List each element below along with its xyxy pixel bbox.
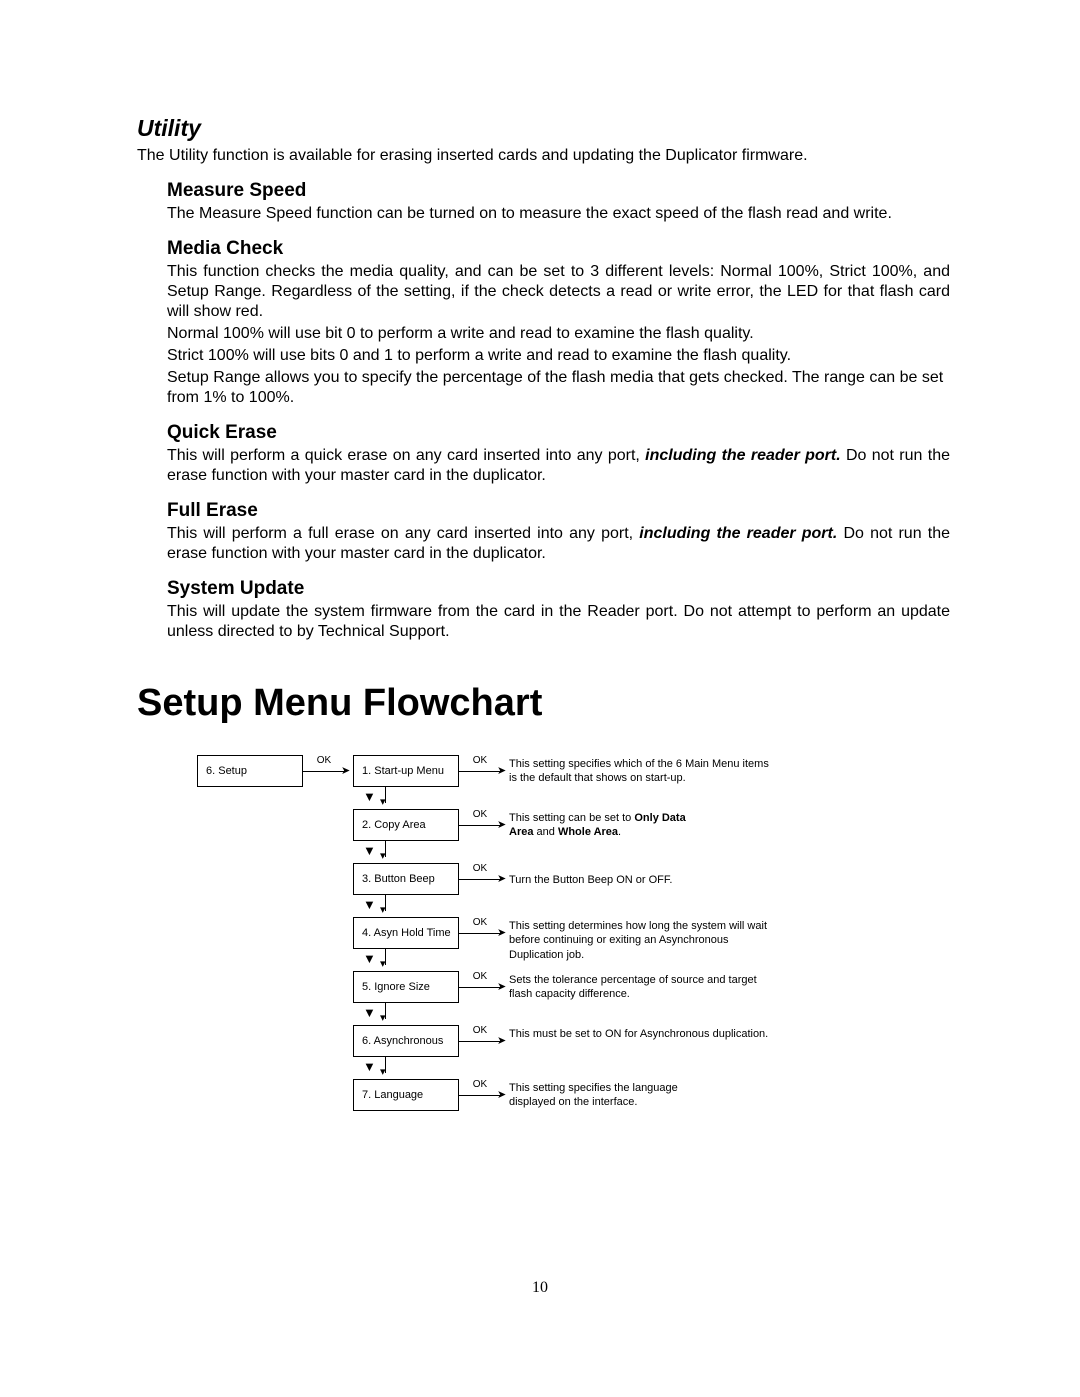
flow-connector-down: ▼ ▾ [353,1003,459,1025]
media-check-line2: Strict 100% will use bits 0 and 1 to per… [167,346,950,366]
flow-connector-right: OK ➤ [459,809,509,841]
flow-connector-right: OK ➤ [459,755,509,787]
flow-connector-down: ▼ ▾ [353,787,459,809]
quick-erase-body: This will perform a quick erase on any c… [167,446,950,486]
flow-box-setup: 6. Setup [197,755,303,787]
down-triangle-icon: ▼ [363,789,376,804]
flow-box-item: 5. Ignore Size [353,971,459,1003]
flow-connector-right: OK ➤ [459,1079,509,1111]
flow-row: 6. Asynchronous ▼ ▾ OK ➤ This must be se… [197,1025,950,1079]
flow-connector-right: OK ➤ [459,971,509,1003]
section-full-erase: Full Erase This will perform a full eras… [167,500,950,564]
arrow-down-icon: ▾ [380,797,386,808]
quick-erase-heading: Quick Erase [167,422,950,444]
flow-desc: This must be set to ON for Asynchronous … [509,1025,768,1041]
ok-label: OK [459,1025,501,1036]
down-triangle-icon: ▼ [363,951,376,966]
arrow-down-icon: ▾ [380,1013,386,1024]
arrow-down-icon: ▾ [380,1067,386,1078]
section-quick-erase: Quick Erase This will perform a quick er… [167,422,950,486]
flow-desc: This setting determines how long the sys… [509,917,779,962]
flow-box-item: 4. Asyn Hold Time [353,917,459,949]
media-check-heading: Media Check [167,238,950,260]
ok-label: OK [459,917,501,928]
full-erase-pre: This will perform a full erase on any ca… [167,525,639,542]
arrow-down-icon: ▾ [380,905,386,916]
arrow-down-icon: ▾ [380,959,386,970]
full-erase-body: This will perform a full erase on any ca… [167,524,950,564]
ok-label: OK [303,755,345,766]
arrow-right-icon: ➤ [497,928,506,939]
arrow-right-icon: ➤ [497,820,506,831]
page-number: 10 [0,1279,1080,1297]
measure-speed-body: The Measure Speed function can be turned… [167,204,950,224]
flow-desc: Turn the Button Beep ON or OFF. [509,863,672,887]
arrow-right-icon: ➤ [341,766,350,777]
flow-row: 4. Asyn Hold Time ▼ ▾ OK ➤ This setting … [197,917,950,971]
flow-desc: This setting can be set to Only Data Are… [509,809,689,840]
flow-connector-down: ▼ ▾ [353,841,459,863]
arrow-down-icon: ▾ [380,851,386,862]
arrow-right-icon: ➤ [497,766,506,777]
ok-label: OK [459,863,501,874]
flow-connector-right: OK ➤ [459,863,509,895]
flow-connector-down: ▼ ▾ [353,895,459,917]
quick-erase-emph: including the reader port. [645,447,841,464]
ok-label: OK [459,971,501,982]
ok-label: OK [459,1079,501,1090]
media-check-body: This function checks the media quality, … [167,262,950,322]
section-media-check: Media Check This function checks the med… [167,238,950,408]
system-update-body: This will update the system firmware fro… [167,602,950,642]
flow-row: 6. Setup OK ➤ 1. Start-up Menu ▼ ▾ OK ➤ [197,755,950,809]
flowchart-heading: Setup Menu Flowchart [137,682,950,725]
arrow-right-icon: ➤ [497,1036,506,1047]
flow-row: 5. Ignore Size ▼ ▾ OK ➤ Sets the toleran… [197,971,950,1025]
flow-desc: This setting specifies which of the 6 Ma… [509,755,779,786]
flow-row: 7. Language OK ➤ This setting specifies … [197,1079,950,1111]
measure-speed-heading: Measure Speed [167,180,950,202]
flow-box-item: 1. Start-up Menu [353,755,459,787]
page: Utility The Utility function is availabl… [0,0,1080,1397]
ok-label: OK [459,809,501,820]
flow-connector-right: OK ➤ [303,755,353,787]
section-measure-speed: Measure Speed The Measure Speed function… [167,180,950,224]
utility-heading: Utility [137,115,950,142]
media-check-line3: Setup Range allows you to specify the pe… [167,368,950,408]
full-erase-heading: Full Erase [167,500,950,522]
full-erase-emph: including the reader port. [639,525,837,542]
flow-connector-right: OK ➤ [459,917,509,949]
flow-connector-down: ▼ ▾ [353,949,459,971]
down-triangle-icon: ▼ [363,1059,376,1074]
flow-box-item: 6. Asynchronous [353,1025,459,1057]
flow-desc: This setting specifies the language disp… [509,1079,699,1110]
section-system-update: System Update This will update the syste… [167,578,950,642]
down-triangle-icon: ▼ [363,843,376,858]
flow-right-col: OK ➤ This setting specifies which of the… [459,755,779,787]
flow-box-item: 2. Copy Area [353,809,459,841]
ok-label: OK [459,755,501,766]
flow-box-item: 7. Language [353,1079,459,1111]
down-triangle-icon: ▼ [363,897,376,912]
arrow-right-icon: ➤ [497,874,506,885]
flow-root-col: 6. Setup OK ➤ [197,755,353,787]
flow-box-item: 3. Button Beep [353,863,459,895]
flow-connector-right: OK ➤ [459,1025,509,1057]
flow-row: 2. Copy Area ▼ ▾ OK ➤ This setting can b… [197,809,950,863]
flow-mid-col: 1. Start-up Menu ▼ ▾ [353,755,459,809]
down-triangle-icon: ▼ [363,1005,376,1020]
flow-connector-down: ▼ ▾ [353,1057,459,1079]
arrow-right-icon: ➤ [497,982,506,993]
flow-desc: Sets the tolerance percentage of source … [509,971,779,1002]
arrow-right-icon: ➤ [497,1090,506,1101]
media-check-line1: Normal 100% will use bit 0 to perform a … [167,324,950,344]
flowchart: 6. Setup OK ➤ 1. Start-up Menu ▼ ▾ OK ➤ [197,755,950,1111]
utility-intro: The Utility function is available for er… [137,146,950,166]
system-update-heading: System Update [167,578,950,600]
flow-row: 3. Button Beep ▼ ▾ OK ➤ Turn the Button … [197,863,950,917]
quick-erase-pre: This will perform a quick erase on any c… [167,447,645,464]
